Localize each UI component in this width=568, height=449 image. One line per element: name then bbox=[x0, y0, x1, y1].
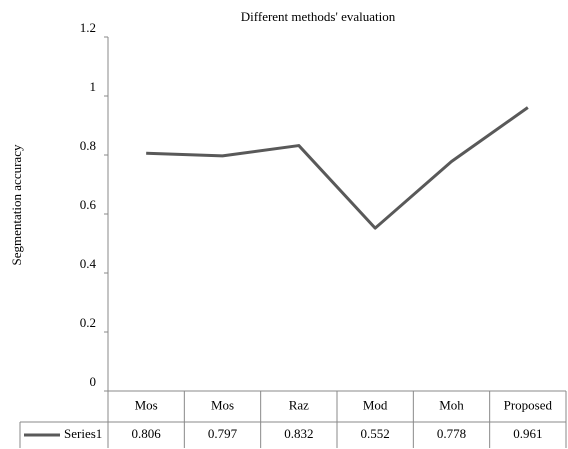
table-value: 0.797 bbox=[208, 426, 238, 441]
y-tick-label: 1.2 bbox=[80, 20, 96, 35]
table-value: 0.552 bbox=[361, 426, 390, 441]
y-tick-label: 1 bbox=[90, 79, 97, 94]
x-tick-label: Mod bbox=[363, 397, 388, 412]
table-value: 0.806 bbox=[132, 426, 162, 441]
x-tick-label: Mos bbox=[135, 397, 158, 412]
series-line bbox=[146, 106, 529, 230]
table-value: 0.961 bbox=[513, 426, 542, 441]
legend-label: Series1 bbox=[64, 426, 102, 441]
y-axis-label: Segmentation accuracy bbox=[9, 144, 24, 265]
table-value: 0.778 bbox=[437, 426, 466, 441]
x-tick-label: Proposed bbox=[504, 397, 553, 412]
x-tick-label: Raz bbox=[289, 397, 309, 412]
chart-title: Different methods' evaluation bbox=[241, 9, 396, 24]
x-tick-label: Mos bbox=[211, 397, 234, 412]
y-tick-label: 0.2 bbox=[80, 315, 96, 330]
y-tick-label: 0.8 bbox=[80, 138, 96, 153]
table-value: 0.832 bbox=[284, 426, 313, 441]
x-tick-label: Moh bbox=[439, 397, 464, 412]
y-tick-label: 0.6 bbox=[80, 197, 97, 212]
y-tick-label: 0 bbox=[90, 374, 97, 389]
y-tick-label: 0.4 bbox=[80, 256, 97, 271]
